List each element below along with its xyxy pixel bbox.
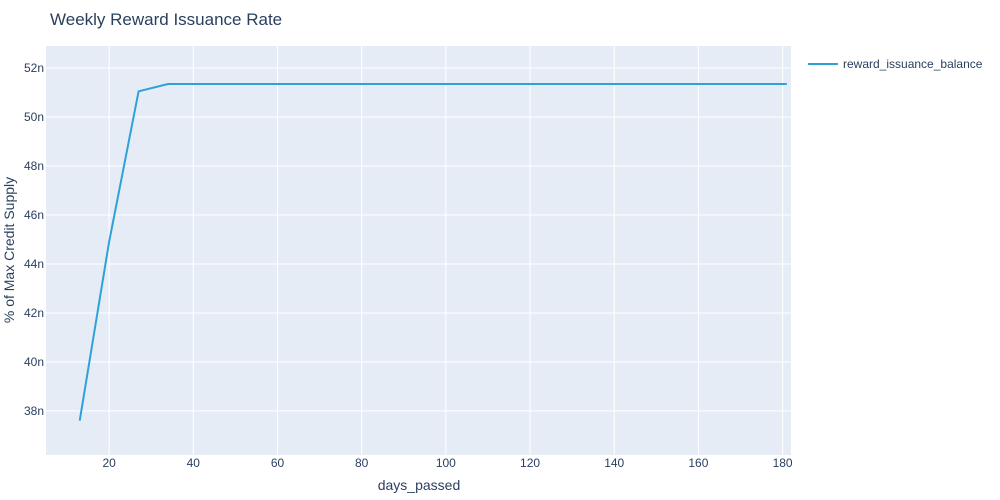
- series-line: [78, 83, 787, 421]
- plot-area: [46, 46, 791, 455]
- chart-title: Weekly Reward Issuance Rate: [50, 10, 282, 29]
- x-tick-label: 60: [271, 456, 285, 470]
- x-tick-label: 160: [688, 456, 708, 470]
- y-tick-label: 46n: [24, 208, 44, 222]
- y-axis-title: % of Max Credit Supply: [1, 177, 17, 323]
- y-tick-label: 50n: [24, 110, 44, 124]
- legend[interactable]: reward_issuance_balance: [808, 57, 983, 71]
- x-axis-title: days_passed: [378, 477, 461, 493]
- x-axis-ticks: 20 40 60 80 100 120 140 160 180: [102, 456, 792, 470]
- x-tick-label: 120: [520, 456, 540, 470]
- y-tick-label: 48n: [24, 159, 44, 173]
- x-tick-label: 20: [102, 456, 116, 470]
- grid: [46, 46, 791, 455]
- y-tick-label: 38n: [24, 404, 44, 418]
- x-tick-label: 80: [355, 456, 369, 470]
- series-layer: [78, 83, 787, 421]
- legend-label: reward_issuance_balance: [843, 57, 983, 71]
- x-tick-label: 140: [604, 456, 624, 470]
- y-tick-label: 44n: [24, 257, 44, 271]
- y-axis-ticks: 38n 40n 42n 44n 46n 48n 50n 52n: [24, 61, 44, 418]
- x-tick-label: 100: [436, 456, 456, 470]
- y-tick-label: 40n: [24, 355, 44, 369]
- y-tick-label: 52n: [24, 61, 44, 75]
- y-tick-label: 42n: [24, 306, 44, 320]
- x-tick-label: 40: [187, 456, 201, 470]
- x-tick-label: 180: [773, 456, 793, 470]
